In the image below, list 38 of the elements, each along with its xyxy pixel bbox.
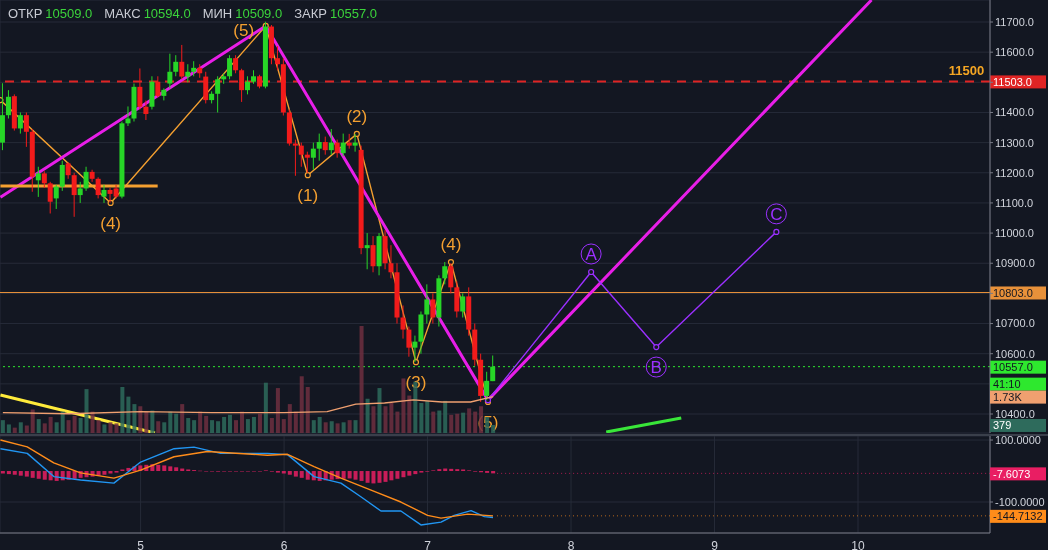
y-tick-label: -100.0000 xyxy=(995,495,1045,508)
annotation: (1) xyxy=(297,186,319,206)
text: ОТКР 10509.0 МАКС 10594.0 МИН 10509.0 ЗАКР 10557.0 xyxy=(8,6,377,21)
x-tick-label: 9 xyxy=(711,538,719,550)
text: 1.73K xyxy=(993,391,1023,404)
annotation: (4) xyxy=(440,235,462,255)
annotation: B xyxy=(650,358,662,378)
data-label: -7.6073 xyxy=(993,467,1031,480)
annotation: (5) xyxy=(233,20,255,40)
x-tick-label: 5 xyxy=(137,538,145,550)
ref-line-label: 10803.0 xyxy=(993,286,1033,299)
y-tick-label: 10700.0 xyxy=(995,317,1035,330)
y-tick-label: 10900.0 xyxy=(995,257,1035,270)
ref-line-label: 11503.0 xyxy=(993,75,1032,88)
ref-line-label: 10557.0 xyxy=(993,361,1033,374)
y-tick-label: 11300.0 xyxy=(995,136,1034,149)
y-tick-label: 11400.0 xyxy=(995,106,1034,119)
data-label: -144.7132 xyxy=(993,510,1043,523)
y-tick-label: 11000.0 xyxy=(995,226,1034,239)
y-tick-label: 11200.0 xyxy=(995,166,1034,179)
annotation: C xyxy=(770,204,783,224)
x-tick-label: 8 xyxy=(567,538,575,550)
y-tick-label: 11100.0 xyxy=(995,196,1034,209)
annotation: 11500 xyxy=(948,63,985,79)
x-tick-label: 10 xyxy=(851,538,865,550)
y-tick-label: 11600.0 xyxy=(995,46,1034,59)
y-tick-label: 100.0000 xyxy=(995,433,1041,446)
x-tick-label: 6 xyxy=(280,538,288,550)
annotation: (2) xyxy=(346,106,368,126)
y-tick-label: 10400.0 xyxy=(995,407,1035,420)
text: 379 xyxy=(993,419,1012,432)
x-tick-label: 7 xyxy=(424,538,432,550)
y-tick-label: 11700.0 xyxy=(995,15,1034,28)
annotation: (4) xyxy=(100,213,121,233)
text: 41:10 xyxy=(993,378,1021,391)
y-tick-label: 10600.0 xyxy=(995,347,1035,360)
annotation: A xyxy=(585,244,598,264)
annotation: (3) xyxy=(405,373,427,393)
